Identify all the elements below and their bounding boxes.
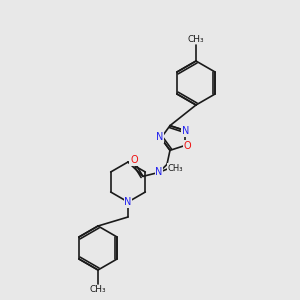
Text: N: N (124, 197, 132, 207)
Text: N: N (156, 132, 164, 142)
Text: CH₃: CH₃ (167, 164, 183, 173)
Text: O: O (184, 141, 191, 151)
Text: N: N (155, 167, 163, 177)
Text: N: N (182, 126, 189, 136)
Text: O: O (130, 155, 138, 165)
Text: CH₃: CH₃ (188, 34, 204, 43)
Text: CH₃: CH₃ (90, 286, 106, 295)
